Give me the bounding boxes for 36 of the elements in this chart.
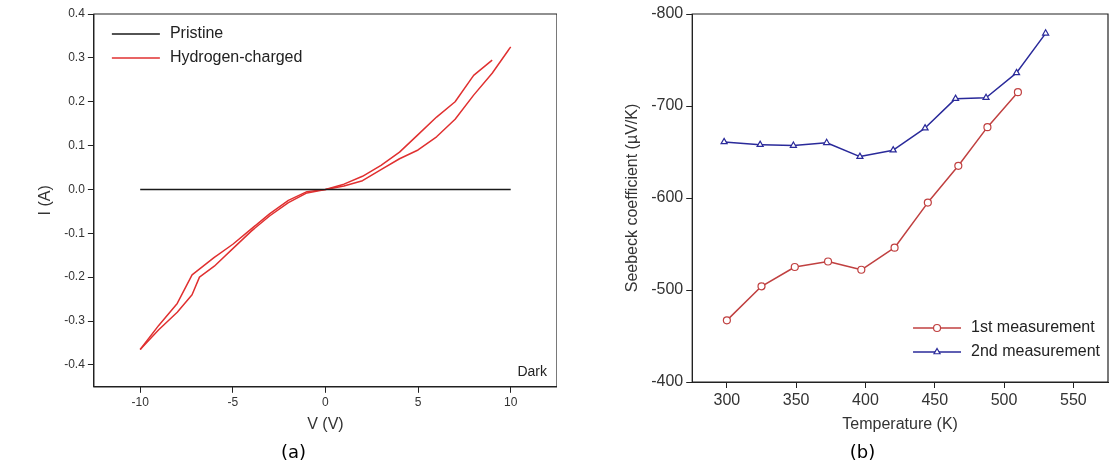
x-tick-label: 550 xyxy=(1060,391,1087,409)
y-tick-label: 0.2 xyxy=(68,94,86,109)
x-tick-label: 400 xyxy=(852,391,879,409)
y-tick-label: 0.1 xyxy=(68,137,86,152)
legend-label: Pristine xyxy=(169,24,224,42)
y-tick-label: -800 xyxy=(651,4,684,22)
y-tick-label: -500 xyxy=(651,280,684,298)
y-tick-label: -700 xyxy=(651,96,684,114)
x-tick-label: -10 xyxy=(131,395,150,410)
x-tick-label: 300 xyxy=(713,391,741,409)
x-axis-title: Temperature (K) xyxy=(842,415,958,433)
y-tick-label: -0.4 xyxy=(64,357,86,372)
x-tick-label: 0 xyxy=(322,395,330,410)
annotation: Dark xyxy=(517,362,548,379)
legend-label: Hydrogen-charged xyxy=(169,48,303,66)
x-tick-label: 350 xyxy=(782,391,810,409)
y-tick-label: -0.3 xyxy=(64,313,86,328)
y-axis-title: I (A) xyxy=(36,185,54,216)
x-tick-label: 450 xyxy=(921,391,949,409)
x-tick-label: 500 xyxy=(990,391,1018,409)
y-tick-label: -600 xyxy=(651,188,684,206)
x-tick-label: -5 xyxy=(227,395,239,410)
y-tick-label: 0.0 xyxy=(68,181,86,196)
text: (a) xyxy=(280,440,307,462)
x-tick-label: 10 xyxy=(504,395,518,410)
y-tick-label: -0.1 xyxy=(64,225,86,240)
y-tick-label: -400 xyxy=(651,372,684,390)
x-axis-title: V (V) xyxy=(307,415,344,433)
y-tick-label: -0.2 xyxy=(64,269,86,284)
y-tick-label: 0.4 xyxy=(68,6,86,21)
y-tick-label: 0.3 xyxy=(68,50,86,65)
legend-label: 2nd measurement xyxy=(971,342,1101,360)
legend-label: 1st measurement xyxy=(971,318,1096,336)
y-axis-title: Seebeck coefficient (µV/K) xyxy=(623,103,641,293)
x-tick-label: 5 xyxy=(414,395,422,410)
text: (b) xyxy=(849,440,876,462)
